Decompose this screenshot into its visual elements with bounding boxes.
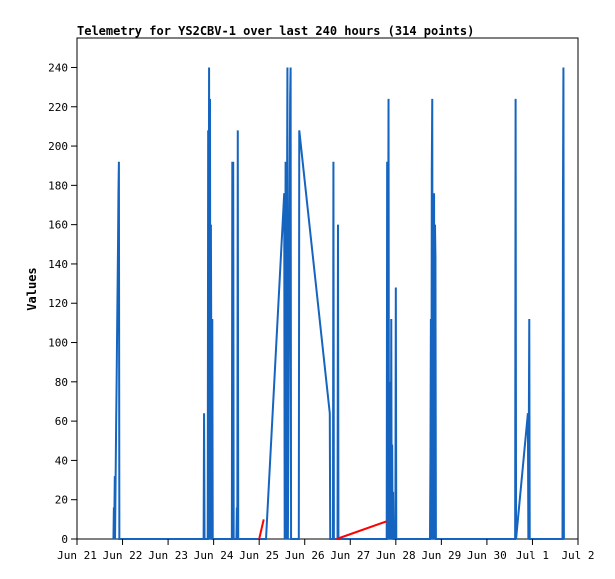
y-tick-label: 60 [55, 415, 68, 428]
y-tick-label: 20 [55, 494, 68, 507]
y-tick-label: 180 [48, 179, 68, 192]
x-tick-label: Jun 21 [57, 549, 97, 562]
x-axis-ticks: Jun 21 Jun 22 Jun 23 Jun 24 Jun 25 Jun 26 Jun … [57, 539, 595, 562]
x-tick-label: Jun 24 [194, 549, 234, 562]
y-tick-label: 120 [48, 297, 68, 310]
x-tick-label: Jul 1 [516, 549, 549, 562]
y-tick-label: 100 [48, 337, 68, 350]
x-tick-label: Jun 23 [148, 549, 188, 562]
series-line-0 [112, 67, 565, 540]
y-tick-label: 200 [48, 140, 68, 153]
x-tick-label: Jun 30 [467, 549, 507, 562]
x-tick-label: Jun 25 [239, 549, 279, 562]
plot-frame [76, 37, 579, 540]
x-tick-label: Jun 27 [330, 549, 370, 562]
y-tick-label: 220 [48, 101, 68, 114]
y-tick-label: 40 [55, 454, 68, 467]
x-tick-label: Jul 2 [561, 549, 594, 562]
series-line-2 [336, 520, 388, 540]
x-tick-label: Jun 22 [103, 549, 143, 562]
y-tick-label: 240 [48, 61, 68, 74]
y-tick-label: 140 [48, 258, 68, 271]
series-line-1 [258, 519, 265, 540]
y-tick-label: 160 [48, 219, 68, 232]
chart-title: Telemetry for YS2CBV-1 over last 240 hou… [77, 24, 474, 38]
y-tick-label: 0 [61, 533, 68, 546]
y-axis-ticks: 0 20 40 60 80 100 120 140 160 180 200 220 240 [48, 61, 77, 546]
plot-area [112, 67, 565, 540]
y-axis-label: Values [25, 267, 39, 310]
x-tick-label: Jun 29 [421, 549, 461, 562]
x-tick-label: Jun 26 [285, 549, 325, 562]
x-tick-label: Jun 28 [376, 549, 416, 562]
y-tick-label: 80 [55, 376, 68, 389]
